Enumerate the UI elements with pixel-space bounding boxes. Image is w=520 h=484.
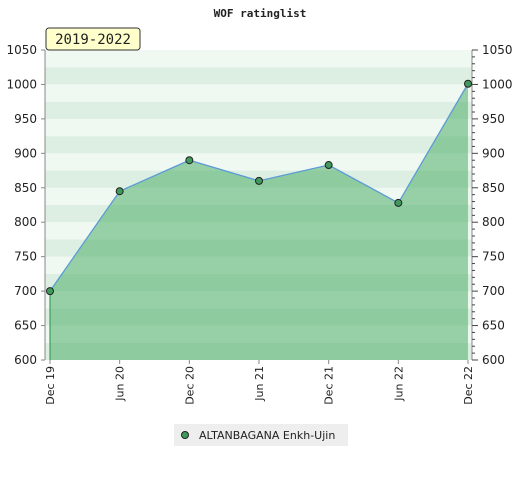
period-label: 2019-2022 [55,32,131,48]
x-tick-label: Jun 22 [392,366,405,402]
background-stripe [45,101,472,119]
y2-tick-label: 650 [482,319,505,333]
y-tick-label: 1000 [6,77,37,91]
background-stripe [45,136,472,154]
data-point [464,79,472,88]
x-tick-label: Jun 20 [114,366,127,402]
y-tick-label: 650 [14,319,37,333]
y2-tick-label: 900 [482,146,505,160]
x-tick-label: Dec 21 [323,366,336,405]
y2-tick-label: 600 [482,353,505,367]
background-stripe [45,67,472,85]
background-stripe [45,84,472,102]
legend [174,424,348,446]
data-point [185,156,194,165]
y2-tick-label: 750 [482,250,505,264]
y2-tick-label: 800 [482,215,505,229]
y-tick-label: 600 [14,353,37,367]
y-tick-label: 950 [14,112,37,126]
background-stripe [45,118,472,137]
data-point [324,161,333,170]
area [50,83,468,360]
y-tick-label: 750 [14,250,37,264]
x-tick-label: Dec 22 [462,366,475,405]
legend-label: ALTANBAGANA Enkh-Ujin [199,429,335,442]
y2-tick-label: 700 [482,284,505,298]
y-tick-label: 850 [14,181,37,195]
y-tick-label: 1050 [6,43,37,57]
data-point [255,176,263,185]
chart-title: WOF ratinglist [214,7,307,20]
y-tick-label: 700 [14,284,37,298]
period-box [45,27,141,51]
y2-tick-label: 950 [482,112,505,126]
y2-tick-label: 1050 [482,43,513,57]
x-tick-label: Dec 20 [183,366,196,405]
y-tick-label: 800 [14,215,37,229]
y-tick-label: 900 [14,146,37,160]
data-point [46,287,54,296]
background-stripe [45,153,472,171]
y2-tick-label: 1000 [482,77,513,91]
y2-tick-label: 850 [482,181,505,195]
plot-area [45,50,472,360]
x-tick-label: Jun 21 [253,366,266,402]
legend-marker [181,431,189,439]
data-point [394,198,403,207]
data-point [115,187,124,196]
background-stripe [45,50,472,68]
x-tick-label: Dec 19 [44,366,57,405]
